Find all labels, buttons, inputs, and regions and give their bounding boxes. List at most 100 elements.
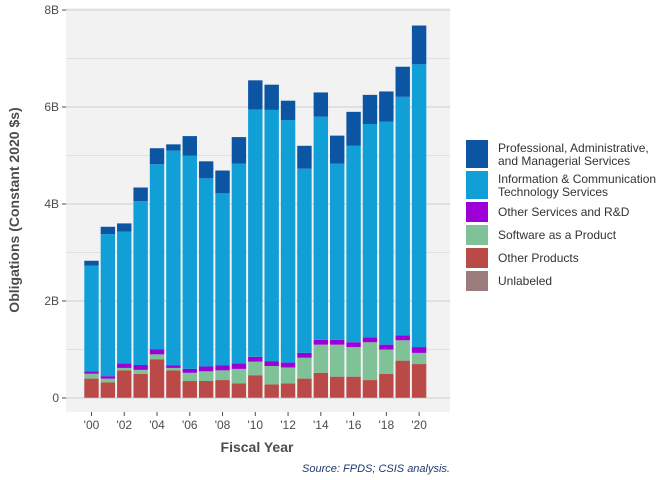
legend-item-software-as-a-product: Software as a Product [466,225,617,245]
bar-segment-unlabeled-2005 [166,397,181,398]
bar-segment-other-products-2008 [215,380,230,398]
bar-segment-software-as-a-product-2019 [395,340,410,361]
bar-segment-information-and-communication-technology-services-2002 [117,231,132,364]
bar-segment-professional-administrative-and-managerial-services-2017 [362,94,378,124]
bar-segment-professional-administrative-and-managerial-services-2000 [84,260,99,266]
y-tick-label: 2B [44,294,59,308]
bar-segment-other-services-and-randd-2015 [330,339,345,345]
bar-segment-unlabeled-2015 [330,397,345,398]
bar-segment-information-and-communication-technology-services-2000 [84,265,99,372]
bar-segment-other-products-2020 [411,364,427,398]
bar-segment-other-products-2006 [182,381,197,398]
bar-segment-software-as-a-product-2008 [215,370,230,381]
legend-item-other-products: Other Products [466,248,579,268]
bar-segment-information-and-communication-technology-services-2006 [182,155,197,369]
bar-segment-information-and-communication-technology-services-2018 [379,121,394,345]
legend-label-line: Information & Communication [498,172,656,186]
bar-segment-software-as-a-product-2009 [231,368,247,384]
bar-segment-other-services-and-randd-2016 [346,342,361,348]
bar-segment-other-products-2007 [198,381,214,398]
y-tick-label: 4B [44,197,59,211]
legend-swatch [466,248,488,268]
y-tick-label: 8B [44,3,59,17]
bar-segment-other-products-2010 [248,375,263,398]
bar-segment-unlabeled-2006 [182,397,197,398]
bar-segment-information-and-communication-technology-services-2003 [133,201,148,366]
x-tick-label: '08 [215,418,231,432]
legend-swatch [466,271,488,291]
legend-item-other-services-and-randd: Other Services and R&D [466,202,630,222]
bar-stack-2004 [149,148,165,398]
bar-segment-unlabeled-2020 [411,397,427,398]
bar-segment-unlabeled-2002 [117,397,132,398]
bar-segment-information-and-communication-technology-services-2017 [362,123,378,338]
bar-segment-software-as-a-product-2011 [264,365,279,385]
bar-segment-professional-administrative-and-managerial-services-2009 [231,137,247,164]
legend-label: Other Services and R&D [498,205,630,219]
bar-segment-professional-administrative-and-managerial-services-2010 [248,80,263,110]
bar-segment-other-services-and-randd-2011 [264,361,279,366]
bar-stack-2003 [133,187,148,398]
bar-segment-other-products-2003 [133,373,148,398]
bar-stack-2017 [362,94,378,398]
bar-segment-other-products-2009 [231,383,247,398]
x-tick-label: '02 [116,418,132,432]
bar-segment-information-and-communication-technology-services-2019 [395,96,410,336]
legend-item-unlabeled: Unlabeled [466,271,552,291]
bar-stack-2005 [166,144,181,398]
bar-stack-2010 [248,80,263,398]
bar-segment-other-products-2018 [379,373,394,398]
bar-stack-2012 [280,100,296,398]
bar-segment-unlabeled-2016 [346,397,361,398]
bar-segment-software-as-a-product-2004 [149,354,165,360]
bar-segment-professional-administrative-and-managerial-services-2018 [379,91,394,122]
bar-segment-other-services-and-randd-2018 [379,344,394,350]
x-tick-label: '20 [411,418,427,432]
bar-segment-information-and-communication-technology-services-2008 [215,193,230,366]
bar-segment-other-products-2001 [100,382,116,398]
bar-segment-software-as-a-product-2020 [411,352,427,365]
bar-segment-software-as-a-product-2010 [248,361,263,376]
legend-swatch [466,171,488,199]
bar-segment-software-as-a-product-2016 [346,347,361,377]
bar-segment-unlabeled-2004 [149,397,165,398]
bar-segment-professional-administrative-and-managerial-services-2002 [117,223,132,232]
bar-segment-software-as-a-product-2017 [362,342,378,381]
bar-segment-other-products-2017 [362,380,378,398]
bar-segment-other-products-2002 [117,370,132,398]
bar-segment-professional-administrative-and-managerial-services-2001 [100,226,116,235]
bar-stack-2014 [313,92,329,398]
bar-segment-information-and-communication-technology-services-2016 [346,145,361,343]
x-tick-label: '12 [280,418,296,432]
bar-segment-unlabeled-2012 [280,397,296,398]
bar-segment-other-services-and-randd-2001 [100,376,116,379]
bar-segment-unlabeled-2011 [264,397,279,398]
bar-segment-professional-administrative-and-managerial-services-2007 [198,161,214,179]
bar-segment-professional-administrative-and-managerial-services-2012 [280,100,296,121]
bar-stack-2002 [117,223,132,398]
bar-segment-other-services-and-randd-2002 [117,363,132,368]
bar-segment-other-services-and-randd-2000 [84,371,99,374]
bar-segment-other-services-and-randd-2005 [166,365,181,368]
bar-segment-information-and-communication-technology-services-2004 [149,164,165,350]
legend-label: Unlabeled [498,274,552,288]
x-tick-label: '18 [379,418,395,432]
x-tick-label: '10 [247,418,263,432]
bar-segment-other-services-and-randd-2014 [313,339,329,345]
bar-segment-software-as-a-product-2015 [330,344,345,377]
bar-segment-software-as-a-product-2007 [198,371,214,382]
y-axis: 0 2B 4B 6B 8B [44,3,66,405]
bar-segment-unlabeled-2000 [84,397,99,398]
bar-segment-other-services-and-randd-2009 [231,363,247,369]
bar-segment-information-and-communication-technology-services-2005 [166,150,181,366]
bar-segment-other-services-and-randd-2020 [411,347,427,353]
bar-segment-other-products-2019 [395,360,410,398]
x-tick-label: '16 [346,418,362,432]
bars-group [84,25,427,398]
bar-segment-information-and-communication-technology-services-2015 [330,163,345,340]
bar-stack-2006 [182,136,197,398]
bar-stack-2009 [231,137,247,398]
bar-segment-software-as-a-product-2002 [117,367,132,371]
y-tick-label: 0 [52,391,59,405]
bar-segment-other-services-and-randd-2012 [280,362,296,368]
